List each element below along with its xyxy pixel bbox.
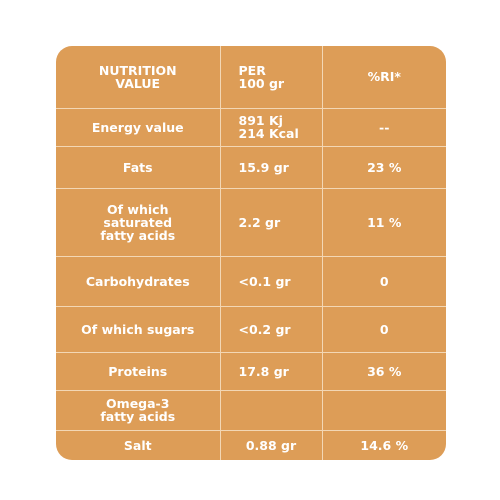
- nutrition-panel: NUTRITION VALUE PER 100 gr %RI* Energy v…: [56, 46, 446, 460]
- table-row: Proteins 17.8 gr 36 %: [56, 352, 446, 391]
- label-line: saturated: [103, 214, 173, 230]
- row-per100: [220, 390, 323, 431]
- header-line: PER: [238, 62, 266, 78]
- header-nutrition-value: NUTRITION VALUE: [56, 46, 221, 109]
- table-row: Energy value 891 Kj 214 Kcal --: [56, 108, 446, 147]
- value-line: 2.2 gr: [238, 214, 281, 230]
- table-row: Of which saturated fatty acids 2.2 gr 11…: [56, 188, 446, 257]
- row-ri: --: [322, 108, 446, 147]
- value-line: 0.88 gr: [245, 437, 297, 453]
- row-label: Fats: [56, 146, 221, 189]
- row-ri: 11 %: [322, 188, 446, 257]
- value-line: <0.2 gr: [238, 321, 291, 337]
- table-header-row: NUTRITION VALUE PER 100 gr %RI*: [56, 46, 446, 109]
- header-line: 100 gr: [238, 75, 285, 91]
- label-line: fatty acids: [100, 409, 176, 424]
- row-label: Energy value: [56, 108, 221, 147]
- table-row: Salt 0.88 gr 14.6 %: [56, 430, 446, 460]
- header-line: VALUE: [115, 75, 161, 91]
- row-label: Of which saturated fatty acids: [56, 188, 221, 257]
- table-row: Carbohydrates <0.1 gr 0: [56, 256, 446, 307]
- value-line: 214 Kcal: [238, 126, 299, 141]
- nutrition-table: NUTRITION VALUE PER 100 gr %RI* Energy v…: [56, 46, 446, 460]
- table-row: Of which sugars <0.2 gr 0: [56, 306, 446, 353]
- value-line: 17.8 gr: [238, 363, 289, 379]
- value-line: 15.9 gr: [238, 159, 289, 175]
- row-per100: <0.2 gr: [220, 306, 323, 353]
- row-ri: 0: [322, 306, 446, 353]
- header-line: %RI*: [367, 69, 401, 85]
- label-line: Omega-3: [106, 396, 170, 411]
- row-per100: 15.9 gr: [220, 146, 323, 189]
- row-label: Omega-3 fatty acids: [56, 390, 221, 431]
- header-line: NUTRITION: [98, 62, 177, 78]
- row-label: Of which sugars: [56, 306, 221, 353]
- row-ri: 14.6 %: [322, 430, 446, 460]
- row-per100: 0.88 gr: [220, 430, 323, 460]
- label-line: Of which sugars: [81, 321, 195, 337]
- table-row: Fats 15.9 gr 23 %: [56, 146, 446, 189]
- value-line: <0.1 gr: [238, 273, 291, 289]
- ri-value: 0: [379, 273, 389, 289]
- value-line: 891 Kj: [238, 113, 283, 128]
- ri-value: --: [379, 119, 390, 135]
- ri-value: 0: [379, 321, 389, 337]
- row-ri: 23 %: [322, 146, 446, 189]
- label-line: Energy value: [91, 119, 184, 135]
- ri-value: 11 %: [367, 214, 402, 230]
- header-per-100gr: PER 100 gr: [220, 46, 323, 109]
- ri-value: 36 %: [367, 363, 402, 379]
- label-line: fatty acids: [100, 227, 176, 243]
- row-per100: 2.2 gr: [220, 188, 323, 257]
- row-label: Salt: [56, 430, 221, 460]
- row-per100: <0.1 gr: [220, 256, 323, 307]
- row-ri: 0: [322, 256, 446, 307]
- table-row: Omega-3 fatty acids: [56, 390, 446, 431]
- row-label: Carbohydrates: [56, 256, 221, 307]
- ri-value: 14.6 %: [360, 437, 409, 453]
- row-per100: 17.8 gr: [220, 352, 323, 391]
- ri-value: 23 %: [367, 159, 402, 175]
- row-ri: 36 %: [322, 352, 446, 391]
- label-line: Salt: [123, 437, 152, 453]
- label-line: Carbohydrates: [85, 273, 190, 289]
- label-line: Of which: [107, 201, 169, 217]
- row-ri: [322, 390, 446, 431]
- header-ri: %RI*: [322, 46, 446, 109]
- label-line: Fats: [122, 159, 153, 175]
- row-label: Proteins: [56, 352, 221, 391]
- label-line: Proteins: [108, 363, 168, 379]
- row-per100: 891 Kj 214 Kcal: [220, 108, 323, 147]
